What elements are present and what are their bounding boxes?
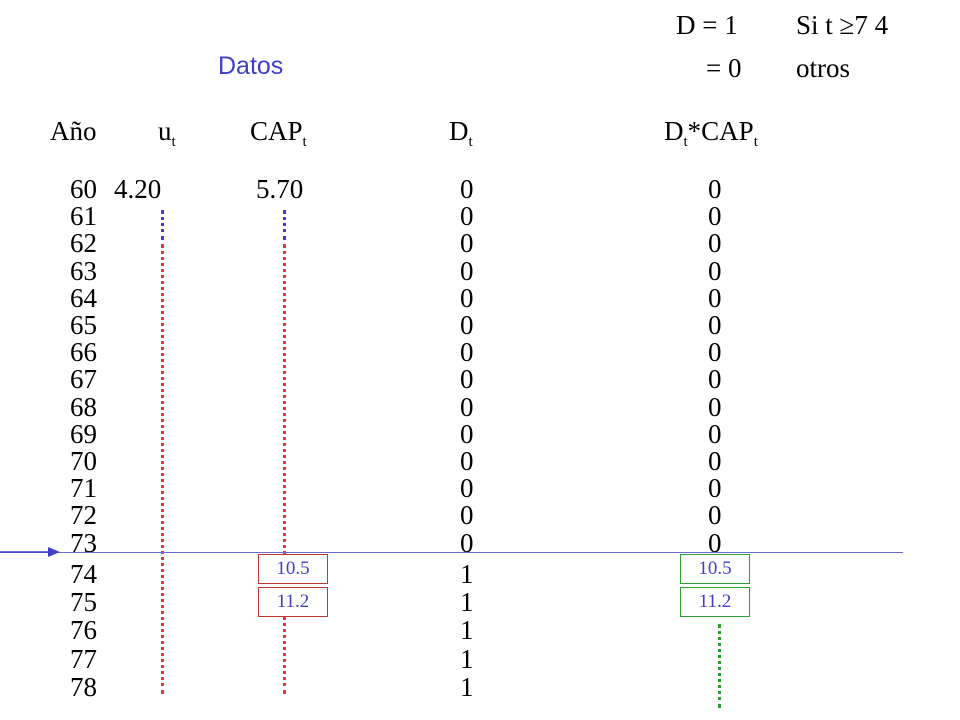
cap-box-74: 10.5 [258,554,328,584]
header-year: Año [50,116,97,146]
condition-otherwise: otros [796,53,850,83]
d-cell-5: 0 [460,310,474,340]
year-cell-11: 71 [70,473,97,504]
dcap-cell-8: 0 [708,391,722,422]
d-cell-12: 0 [460,500,474,531]
d-cell-0: 0 [460,174,474,204]
d-cell-3: 0 [460,255,474,286]
year-cell-18: 78 [70,671,97,702]
header-u: ut [158,116,176,151]
year-cell-15: 75 [70,587,97,618]
year-cell-13: 73 [70,527,97,558]
u-dots-blue [161,210,164,240]
d-cell-2: 0 [460,228,474,259]
year-cell-5: 65 [70,310,97,340]
condition-d-equals-1: D = 1 [676,10,738,40]
condition-d-equals-0: = 0 [706,53,742,83]
threshold-line [0,552,903,553]
d-cell-10: 0 [460,446,474,476]
dcap-box-74: 10.5 [680,554,750,584]
dcap-cell-7: 0 [708,364,722,395]
dcap-cell-12: 0 [708,500,722,531]
year-cell-12: 72 [70,500,97,531]
cap-first-value: 5.70 [256,174,304,204]
header-cap: CAPt [250,116,307,151]
header-d-times-cap: Dt*CAPt [664,116,758,151]
d-cell-18: 1 [460,671,474,702]
year-cell-2: 62 [70,228,97,259]
year-cell-6: 66 [70,337,97,368]
dcap-cell-9: 0 [708,418,722,449]
dcap-box-75: 11.2 [680,587,750,617]
dcap-cell-6: 0 [708,337,722,368]
header-d: Dt [449,116,473,151]
year-cell-10: 70 [70,446,97,476]
dcap-cell-2: 0 [708,228,722,259]
year-cell-7: 67 [70,364,97,395]
d-cell-8: 0 [460,391,474,422]
condition-if-t: Si t ≥7 4 [796,10,889,40]
dcap-cell-11: 0 [708,473,722,504]
arrow-right-icon [0,547,60,557]
cap-box-75: 11.2 [258,587,328,617]
dcap-cell-1: 0 [708,201,722,232]
dcap-cell-4: 0 [708,282,722,313]
d-cell-6: 0 [460,337,474,368]
u-first-value: 4.20 [114,174,162,204]
dcap-cell-10: 0 [708,446,722,476]
year-cell-9: 69 [70,418,97,449]
year-cell-1: 61 [70,201,97,232]
d-cell-4: 0 [460,282,474,313]
year-cell-3: 63 [70,255,97,286]
cap-dots-blue [283,210,286,240]
year-cell-17: 77 [70,643,97,674]
d-cell-11: 0 [460,473,474,504]
dcap-cell-13: 0 [708,527,722,558]
year-cell-14: 74 [70,559,97,589]
d-cell-14: 1 [460,559,474,589]
dcap-dots-green [718,624,721,708]
d-cell-15: 1 [460,587,474,618]
d-cell-17: 1 [460,643,474,674]
year-cell-0: 60 [70,174,97,204]
d-cell-13: 0 [460,527,474,558]
dcap-cell-0: 0 [708,174,722,204]
datos-title: Datos [218,52,284,80]
d-cell-7: 0 [460,364,474,395]
dcap-cell-5: 0 [708,310,722,340]
cap-dots-red [283,244,286,694]
u-dots-red [161,244,164,694]
year-cell-4: 64 [70,282,97,313]
year-cell-8: 68 [70,391,97,422]
dcap-cell-3: 0 [708,255,722,286]
d-cell-1: 0 [460,201,474,232]
year-cell-16: 76 [70,615,97,646]
d-cell-9: 0 [460,418,474,449]
d-cell-16: 1 [460,615,474,646]
